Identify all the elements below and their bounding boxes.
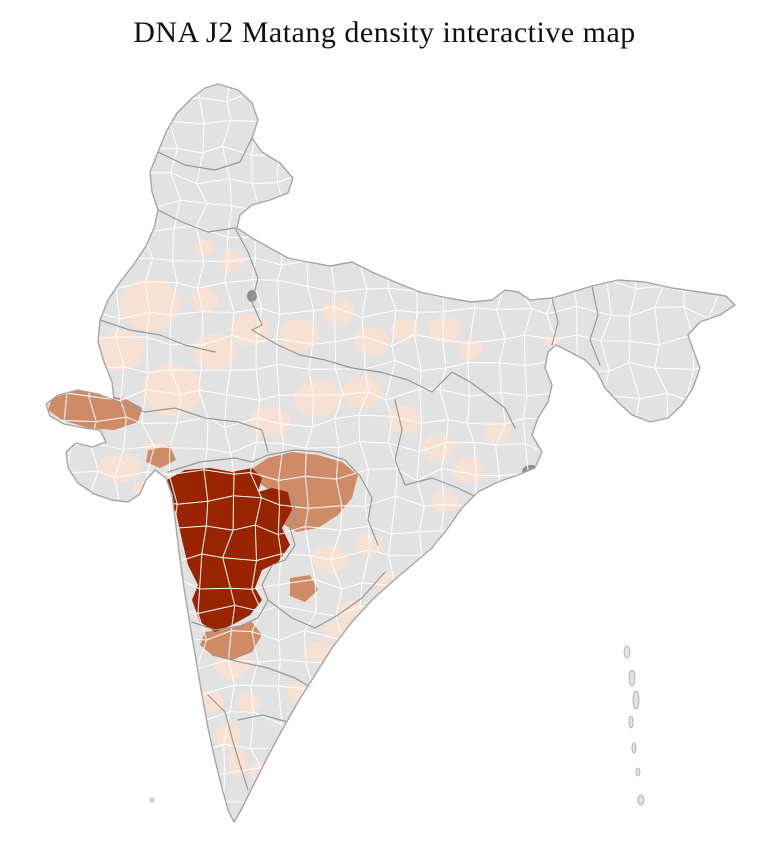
island-district[interactable] — [623, 645, 631, 659]
low-density-region[interactable] — [376, 572, 400, 592]
low-density-region[interactable] — [191, 288, 219, 312]
island-district[interactable] — [628, 669, 636, 687]
medium-density-region-northwest-pocket[interactable] — [146, 446, 176, 468]
district-border-mesh — [46, 84, 735, 822]
low-density-region[interactable] — [250, 407, 290, 437]
island-district[interactable] — [631, 742, 637, 754]
medium-density-region-vidarbha[interactable] — [250, 452, 358, 532]
low-density-region[interactable] — [228, 748, 248, 776]
low-density-region[interactable] — [304, 641, 332, 663]
low-density-region[interactable] — [249, 762, 275, 782]
island-district[interactable] — [149, 797, 155, 803]
low-density-region[interactable] — [354, 534, 382, 556]
low-density-region[interactable] — [196, 691, 224, 713]
low-density-region[interactable] — [98, 454, 142, 482]
island-district[interactable] — [632, 690, 640, 710]
low-density-region[interactable] — [484, 421, 512, 443]
low-density-region[interactable] — [431, 491, 459, 513]
low-density-region[interactable] — [294, 380, 342, 416]
low-density-region[interactable] — [452, 457, 484, 483]
island-district[interactable] — [635, 767, 641, 777]
low-density-region[interactable] — [387, 406, 423, 434]
low-density-region[interactable] — [120, 279, 180, 331]
low-density-region[interactable] — [195, 240, 215, 256]
low-density-region[interactable] — [236, 693, 260, 711]
low-density-region[interactable] — [354, 328, 390, 356]
low-density-region[interactable] — [220, 250, 244, 270]
low-density-region[interactable] — [422, 435, 454, 461]
low-density-region[interactable] — [280, 319, 320, 351]
low-density-region[interactable] — [458, 340, 482, 360]
island-district[interactable] — [637, 794, 645, 806]
low-density-region[interactable] — [216, 721, 240, 749]
island-district[interactable] — [628, 715, 634, 729]
india-outline — [45, 83, 736, 823]
low-density-region[interactable] — [96, 330, 144, 370]
high-density-cluster[interactable] — [163, 468, 292, 632]
low-density-region[interactable] — [322, 299, 354, 325]
low-density-region[interactable] — [429, 317, 461, 343]
low-density-region[interactable] — [281, 753, 303, 771]
low-density-region[interactable] — [323, 621, 347, 639]
islands[interactable] — [149, 645, 645, 806]
low-density-region[interactable] — [142, 364, 202, 416]
low-density-region[interactable] — [342, 376, 382, 408]
page-title: DNA J2 Matang density interactive map — [133, 16, 636, 49]
